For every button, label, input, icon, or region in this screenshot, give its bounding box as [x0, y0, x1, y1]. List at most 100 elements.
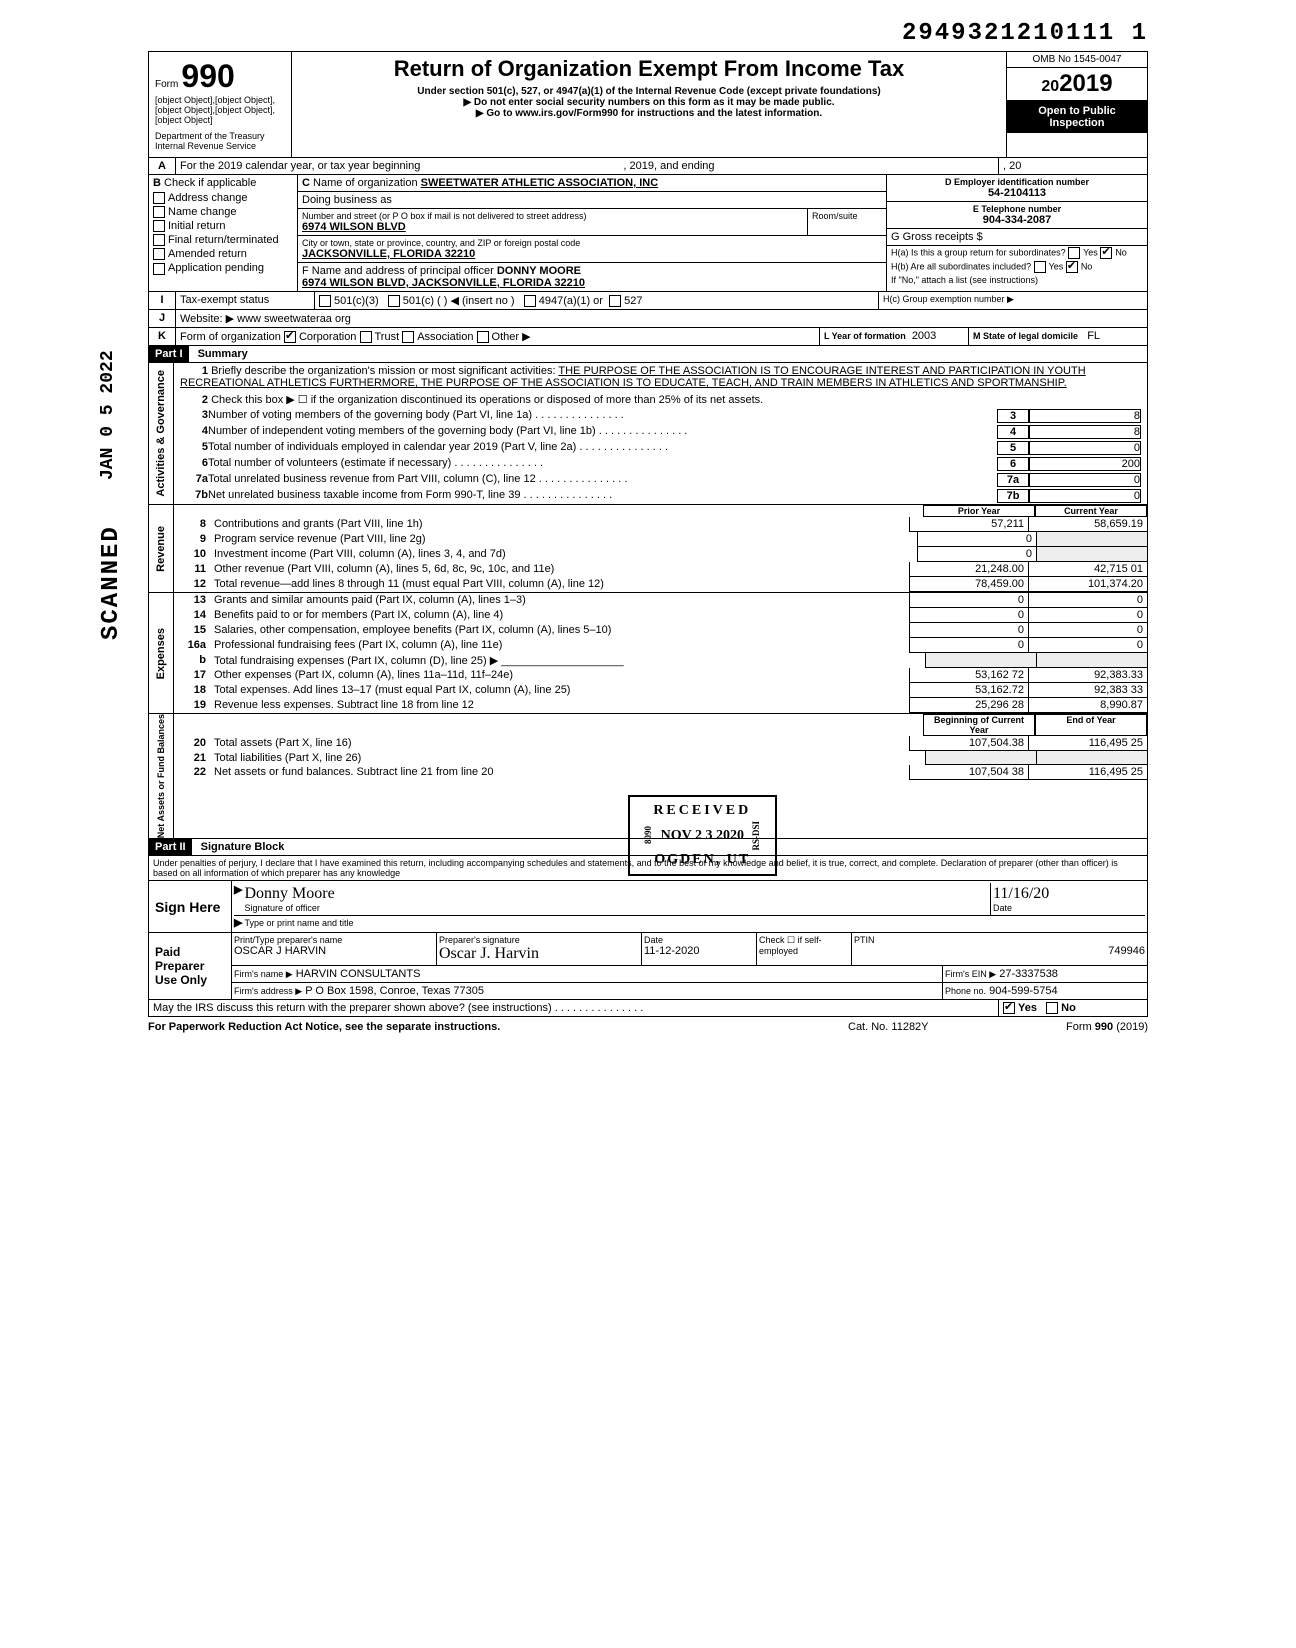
officer-signature: Donny Moore: [244, 885, 334, 902]
firm-ein: 27-3337538: [999, 968, 1058, 980]
c-room: Room/suite: [808, 209, 886, 235]
k-opt-1: Trust: [375, 331, 400, 343]
b-item-3: Final return/terminated: [149, 233, 297, 247]
firm-label: Firm's name ▶: [234, 969, 293, 979]
b-item-0: Address change: [149, 191, 297, 205]
checkbox-527[interactable]: [609, 295, 621, 307]
c-officer-row: F Name and address of principal officer …: [298, 263, 886, 291]
document-id: 2949321210111 1: [148, 20, 1148, 47]
footer-right: Form 990 (2019): [998, 1021, 1148, 1033]
k-state: M State of legal domicile FL: [969, 328, 1147, 345]
c-name-row: C Name of organization SWEETWATER ATHLET…: [298, 175, 886, 192]
stamp-8090: 8090: [642, 826, 655, 844]
c-city-row: City or town, state or province, country…: [298, 236, 886, 263]
sig-officer-label: Signature of officer: [244, 903, 988, 913]
firm-phone: 904-599-5754: [989, 985, 1058, 997]
dept-treasury: Department of the Treasury: [155, 131, 285, 141]
checkbox-discuss-yes[interactable]: [1003, 1002, 1015, 1014]
checkbox-ha-no[interactable]: [1100, 247, 1112, 259]
checkbox-address-change[interactable]: [153, 192, 165, 204]
discuss-row: May the IRS discuss this return with the…: [148, 1000, 1148, 1017]
checkbox-application-pending[interactable]: [153, 263, 165, 275]
label-j: J: [149, 310, 176, 327]
footer-mid: Cat. No. 11282Y: [848, 1021, 998, 1033]
hb-no: No: [1081, 261, 1093, 271]
part1-title: Summary: [192, 346, 254, 362]
line-b: b Total fundraising expenses (Part IX, c…: [174, 653, 1147, 668]
sign-here-label: Sign Here: [149, 881, 232, 932]
checkbox-amended[interactable]: [153, 248, 165, 260]
line-4: 4 Number of independent voting members o…: [174, 424, 1147, 440]
checkbox-501c[interactable]: [388, 295, 400, 307]
checkbox-name-change[interactable]: [153, 206, 165, 218]
prep-date: 11-12-2020: [644, 945, 754, 957]
open-public-2: Inspection: [1009, 117, 1145, 129]
c-addr-cell: Number and street (or P O box if mail is…: [298, 209, 808, 235]
g-row: G Gross receipts $: [887, 229, 1147, 246]
paid-preparer-row: Paid Preparer Use Only Print/Type prepar…: [148, 933, 1148, 1000]
stamp-jan-date: JAN 0 5 2022: [98, 350, 118, 480]
c-heading: Name of organization: [313, 177, 418, 189]
k-text: Form of organization: [180, 331, 281, 343]
line-18: 18 Total expenses. Add lines 13–17 (must…: [174, 683, 1147, 698]
k-year-label: L Year of formation: [824, 331, 906, 341]
prep-sig-label: Preparer's signature: [439, 935, 639, 945]
checkbox-final-return[interactable]: [153, 234, 165, 246]
col-degh: D Employer identification number 54-2104…: [887, 175, 1147, 291]
line-15: 15 Salaries, other compensation, employe…: [174, 623, 1147, 638]
hb-label: H(b) Are all subordinates included?: [891, 261, 1031, 271]
d-ein: 54-2104113: [889, 187, 1145, 199]
line-16a: 16a Professional fundraising fees (Part …: [174, 638, 1147, 653]
net-col-headers: Beginning of Current Year End of Year: [174, 714, 1147, 736]
line-i: I Tax-exempt status 501(c)(3) 501(c) ( )…: [148, 292, 1148, 310]
i-opt-0: 501(c)(3): [334, 295, 379, 307]
checkbox-initial-return[interactable]: [153, 220, 165, 232]
b-item-5: Application pending: [149, 261, 297, 275]
checkbox-ha-yes[interactable]: [1068, 247, 1080, 259]
prep-name-label: Print/Type preparer's name: [234, 935, 434, 945]
c-addr: 6974 WILSON BLVD: [302, 221, 803, 233]
part2-title: Signature Block: [195, 839, 291, 855]
ha-yes: Yes: [1083, 247, 1098, 257]
line-13: 13 Grants and similar amounts paid (Part…: [174, 593, 1147, 608]
checkbox-hb-no[interactable]: [1066, 261, 1078, 273]
discuss-no: No: [1061, 1002, 1076, 1014]
firm-addr: P O Box 1598, Conroe, Texas 77305: [305, 985, 484, 997]
firm-name: HARVIN CONSULTANTS: [296, 968, 421, 980]
prep-row-1: Print/Type preparer's name OSCAR J HARVI…: [232, 933, 1147, 966]
title-box: Return of Organization Exempt From Incom…: [292, 52, 1007, 157]
checkbox-association[interactable]: [402, 331, 414, 343]
hb-yes: Yes: [1049, 261, 1064, 271]
checkbox-501c3[interactable]: [319, 295, 331, 307]
j-content: Website: ▶ www sweetwateraa org: [176, 310, 1147, 327]
checkbox-trust[interactable]: [360, 331, 372, 343]
i-opt-2: ) ◀ (insert no ): [444, 295, 515, 307]
line-2: 2 Check this box ▶ ☐ if the organization…: [174, 391, 1147, 408]
j-text: Website: ▶: [180, 313, 234, 325]
line-b-head: B Check if applicable: [149, 175, 297, 191]
c-city: JACKSONVILLE, FLORIDA 32210: [302, 248, 882, 260]
discuss-yn: Yes No: [999, 1000, 1147, 1016]
checkbox-other[interactable]: [477, 331, 489, 343]
checkbox-discuss-no[interactable]: [1046, 1002, 1058, 1014]
side-net: Net Assets or Fund Balances: [149, 714, 174, 838]
hb-note: If "No," attach a list (see instructions…: [887, 274, 1147, 286]
col-prior: Prior Year: [923, 505, 1035, 517]
label-k: K: [149, 328, 176, 345]
k-year: L Year of formation 2003: [820, 328, 969, 345]
checkbox-corporation[interactable]: [284, 331, 296, 343]
hc-row: H(c) Group exemption number ▶: [879, 292, 1147, 309]
ha-row: H(a) Is this a group return for subordin…: [887, 246, 1147, 260]
tax-year: 202019: [1007, 68, 1147, 101]
stamp-rsdsi: RS-DSI: [750, 821, 763, 851]
k-content: Form of organization Corporation Trust A…: [176, 328, 820, 345]
checkbox-4947[interactable]: [524, 295, 536, 307]
phone-label: Phone no.: [945, 986, 986, 996]
part1-label: Part I: [149, 346, 189, 362]
i-opts: 501(c)(3) 501(c) ( ) ◀ (insert no ) 4947…: [315, 292, 879, 309]
checkbox-hb-yes[interactable]: [1034, 261, 1046, 273]
prep-ptin: 749946: [854, 945, 1145, 957]
label-c: C: [302, 177, 310, 189]
k-state-label: M State of legal domicile: [973, 331, 1078, 341]
prep-row-3: Firm's address ▶ P O Box 1598, Conroe, T…: [232, 983, 1147, 999]
